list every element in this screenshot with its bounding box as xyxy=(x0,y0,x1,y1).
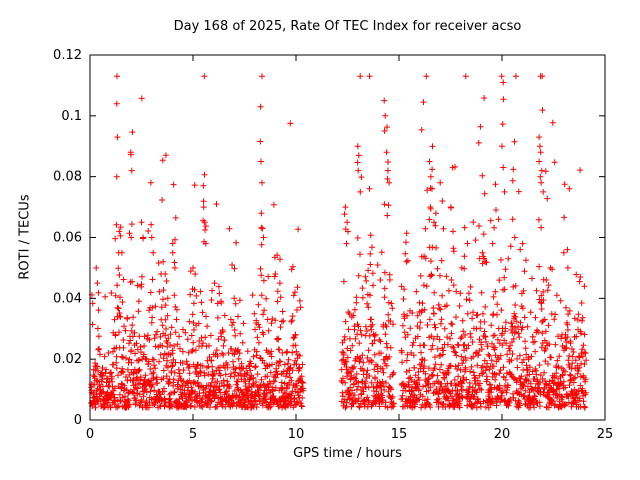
plot-border xyxy=(89,54,606,421)
x-tick-label: 25 xyxy=(597,427,614,442)
scatter-points xyxy=(88,73,590,411)
y-tick-label: 0.04 xyxy=(53,291,82,306)
x-tick-label: 0 xyxy=(86,427,94,442)
y-tick-label: 0.06 xyxy=(53,231,82,246)
y-tick-label: 0.1 xyxy=(61,109,82,124)
x-tick-label: 15 xyxy=(391,427,408,442)
y-tick-label: 0.12 xyxy=(53,48,82,63)
x-tick-label: 10 xyxy=(288,427,305,442)
x-tick-label: 5 xyxy=(189,427,197,442)
x-axis-ticks: 0 5 10 15 20 25 xyxy=(86,55,613,442)
x-axis-label: GPS time / hours xyxy=(293,446,402,461)
x-tick-label: 20 xyxy=(494,427,511,442)
y-axis-ticks: 0 0.02 0.04 0.06 0.08 0.1 0.12 xyxy=(53,48,605,428)
chart-title: Day 168 of 2025, Rate Of TEC Index for r… xyxy=(173,19,522,34)
y-tick-label: 0 xyxy=(74,413,82,428)
y-tick-label: 0.08 xyxy=(53,170,82,185)
y-tick-label: 0.02 xyxy=(53,352,82,367)
